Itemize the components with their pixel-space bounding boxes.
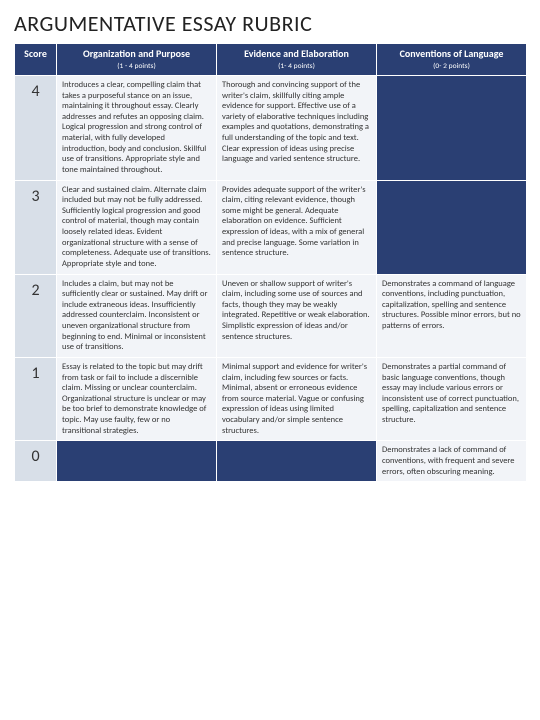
ev-cell: Thorough and convincing support of the w… bbox=[217, 75, 377, 180]
conv-cell bbox=[377, 180, 527, 274]
score-cell: 2 bbox=[15, 274, 57, 357]
org-cell: Essay is related to the topic but may dr… bbox=[57, 357, 217, 440]
table-row: 3Clear and sustained claim. Alternate cl… bbox=[15, 180, 527, 274]
table-row: 2Includes a claim, but may not be suffic… bbox=[15, 274, 527, 357]
ev-cell: Uneven or shallow support of writer's cl… bbox=[217, 274, 377, 357]
col-header-ev-points: (1- 4 points) bbox=[222, 62, 371, 71]
ev-cell: Provides adequate support of the writer'… bbox=[217, 180, 377, 274]
col-header-conv: Conventions of Language (0- 2 points) bbox=[377, 44, 527, 76]
table-row: 4Introduces a clear, compelling claim th… bbox=[15, 75, 527, 180]
conv-cell: Demonstrates a partial command of basic … bbox=[377, 357, 527, 440]
col-header-org-label: Organization and Purpose bbox=[83, 47, 190, 60]
table-row: 1Essay is related to the topic but may d… bbox=[15, 357, 527, 440]
col-header-conv-label: Conventions of Language bbox=[400, 47, 504, 60]
col-header-org: Organization and Purpose (1 - 4 points) bbox=[57, 44, 217, 76]
col-header-score: Score bbox=[15, 44, 57, 76]
score-cell: 3 bbox=[15, 180, 57, 274]
page-title: ARGUMENTATIVE ESSAY RUBRIC bbox=[14, 10, 526, 37]
ev-cell: Minimal support and evidence for writer'… bbox=[217, 357, 377, 440]
score-cell: 1 bbox=[15, 357, 57, 440]
ev-cell bbox=[217, 441, 377, 482]
org-cell: Includes a claim, but may not be suffici… bbox=[57, 274, 217, 357]
conv-cell bbox=[377, 75, 527, 180]
header-row: Score Organization and Purpose (1 - 4 po… bbox=[15, 44, 527, 76]
org-cell bbox=[57, 441, 217, 482]
rubric-body: 4Introduces a clear, compelling claim th… bbox=[15, 75, 527, 481]
conv-cell: Demonstrates a command of language conve… bbox=[377, 274, 527, 357]
col-header-conv-points: (0- 2 points) bbox=[382, 62, 521, 71]
score-cell: 0 bbox=[15, 441, 57, 482]
score-cell: 4 bbox=[15, 75, 57, 180]
col-header-ev-label: Evidence and Elaboration bbox=[244, 47, 349, 60]
col-header-ev: Evidence and Elaboration (1- 4 points) bbox=[217, 44, 377, 76]
org-cell: Introduces a clear, compelling claim tha… bbox=[57, 75, 217, 180]
col-header-org-points: (1 - 4 points) bbox=[62, 62, 211, 71]
conv-cell: Demonstrates a lack of command of conven… bbox=[377, 441, 527, 482]
table-row: 0 Demonstrates a lack of command of conve… bbox=[15, 441, 527, 482]
org-cell: Clear and sustained claim. Alternate cla… bbox=[57, 180, 217, 274]
rubric-table: Score Organization and Purpose (1 - 4 po… bbox=[14, 43, 527, 482]
